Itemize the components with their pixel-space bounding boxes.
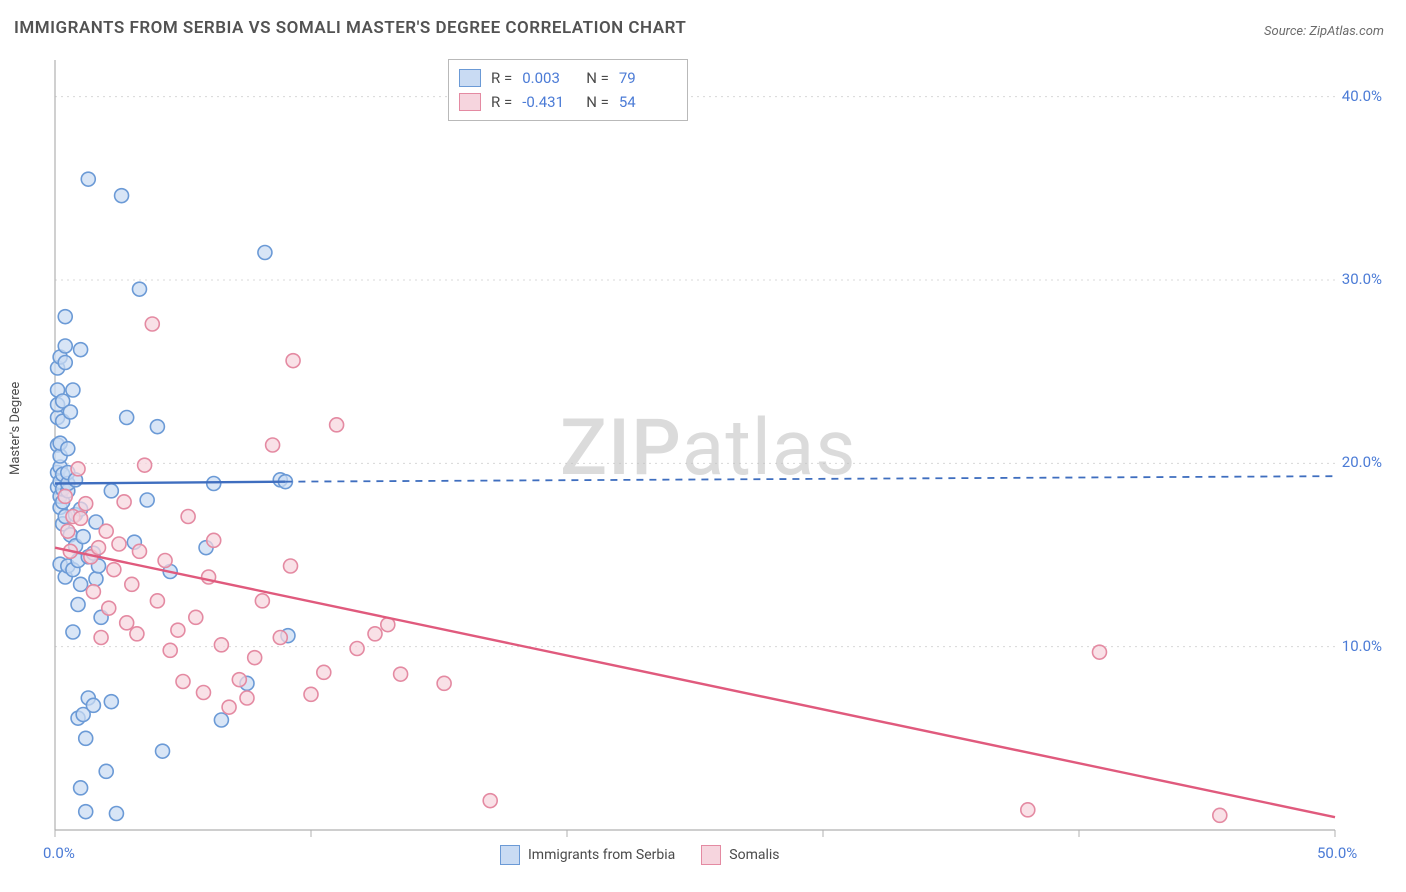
legend-item-somali: Somalis — [701, 845, 779, 865]
correlation-row-somali: R = -0.431 N = 54 — [459, 90, 673, 114]
correlation-legend: R = 0.003 N = 79 R = -0.431 N = 54 — [448, 59, 688, 121]
legend-swatch — [701, 845, 721, 865]
r-label: R = — [491, 90, 512, 114]
n-label: N = — [586, 90, 609, 114]
n-value: 54 — [619, 90, 673, 114]
source-label: Source: ZipAtlas.com — [1264, 24, 1384, 39]
legend-swatch — [459, 93, 481, 111]
legend-swatch — [500, 845, 520, 865]
r-value: 0.003 — [522, 66, 576, 90]
y-tick-label: 30.0% — [1342, 270, 1382, 288]
r-label: R = — [491, 66, 512, 90]
x-tick-label: 0.0% — [43, 844, 75, 862]
x-tick-label: 50.0% — [1317, 844, 1357, 862]
r-value: -0.431 — [522, 90, 576, 114]
y-axis-label: Master's Degree — [8, 382, 23, 475]
legend-label: Immigrants from Serbia — [528, 847, 675, 863]
n-label: N = — [586, 66, 609, 90]
y-tick-label: 10.0% — [1342, 637, 1382, 655]
y-tick-label: 40.0% — [1342, 87, 1382, 105]
legend-label: Somalis — [729, 847, 779, 863]
y-tick-label: 20.0% — [1342, 453, 1382, 471]
correlation-row-serbia: R = 0.003 N = 79 — [459, 66, 673, 90]
scatter-plot — [0, 55, 1406, 865]
legend-bottom: Immigrants from Serbia Somalis — [500, 845, 780, 865]
legend-item-serbia: Immigrants from Serbia — [500, 845, 675, 865]
chart-container: Master's Degree ZIPatlas 10.0% 20.0% 30.… — [0, 55, 1406, 865]
n-value: 79 — [619, 66, 673, 90]
legend-swatch — [459, 69, 481, 87]
chart-title: IMMIGRANTS FROM SERBIA VS SOMALI MASTER'… — [14, 18, 686, 38]
